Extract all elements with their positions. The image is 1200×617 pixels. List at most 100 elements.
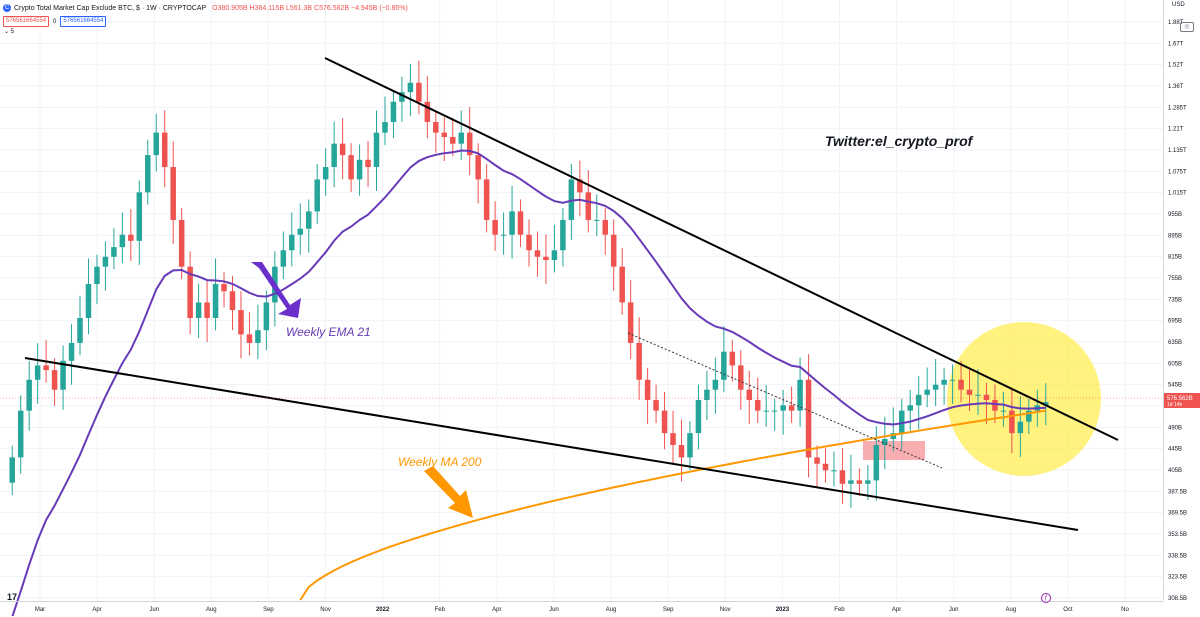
candle-body <box>746 389 753 400</box>
candle-body <box>517 211 524 235</box>
candle-body <box>492 219 498 235</box>
candle-body <box>687 433 693 458</box>
candle-body <box>805 379 812 458</box>
upper-trendline <box>324 57 1119 441</box>
price-tick-label: 635B <box>1168 340 1182 346</box>
price-axis[interactable] <box>1163 0 1200 601</box>
price-tick-label: 1.135T <box>1168 148 1187 154</box>
candle-body <box>331 143 337 168</box>
symbol-title[interactable]: Crypto Total Market Cap Exclude BTC, $ ·… <box>14 4 207 12</box>
price-tick-label: 445B <box>1168 447 1182 453</box>
candle-body <box>136 192 143 241</box>
candle-body <box>577 179 583 193</box>
candle-body <box>433 122 439 133</box>
lower-trendline <box>24 357 1079 531</box>
candle-body <box>780 405 786 411</box>
candle-body <box>975 394 981 396</box>
candle-body <box>229 291 236 311</box>
candle-body <box>839 470 846 484</box>
grid <box>0 0 1163 601</box>
price-tick-label: 405B <box>1168 468 1182 474</box>
candle-body <box>170 167 176 220</box>
candle-body <box>43 365 49 371</box>
time-tick-label: Apr <box>892 607 901 613</box>
candle-body <box>619 266 625 303</box>
indicator-icon[interactable]: ƒ <box>1041 593 1051 603</box>
ohlc-readout: O380.905B H384.115B L561.3B C576.562B −4… <box>212 4 408 12</box>
time-tick-label: Aug <box>606 607 617 613</box>
candle-body <box>636 342 642 380</box>
candle-body <box>153 132 160 156</box>
candle-body <box>670 433 676 446</box>
candle-body <box>602 219 608 235</box>
price-tick-label: 1.015T <box>1168 191 1187 197</box>
price-tick-label: 1.21T <box>1168 127 1184 133</box>
last-price-countdown: 1d 14h <box>1167 402 1183 408</box>
candle-body <box>390 101 397 123</box>
candle-body <box>560 219 566 251</box>
candle-body <box>322 167 329 180</box>
highlight-circle <box>947 322 1101 476</box>
value-badge-2[interactable]: 576561664554 <box>60 16 107 27</box>
candle-body <box>280 250 287 267</box>
candle-body <box>339 143 346 156</box>
candle-body <box>77 317 83 343</box>
camera-icon[interactable]: ◎ <box>1180 22 1194 32</box>
price-tick-label: 1.36T <box>1168 84 1184 90</box>
candle-body <box>585 192 592 220</box>
candle-body <box>704 389 710 400</box>
candle-body <box>594 219 600 221</box>
candle-body <box>907 405 913 411</box>
time-tick-label: Sep <box>263 607 274 613</box>
price-tick-label: 735B <box>1168 297 1182 303</box>
ma-arrow <box>424 466 473 518</box>
ma-200-line <box>299 409 1046 601</box>
candle-body <box>458 132 464 144</box>
time-axis[interactable] <box>0 601 1163 617</box>
price-tick-label: 353.5B <box>1168 532 1187 538</box>
last-price-tag <box>1164 393 1200 408</box>
candle-body <box>966 389 973 395</box>
candle-body <box>610 234 617 267</box>
candle-body <box>119 234 126 248</box>
candle-body <box>145 155 151 193</box>
time-tick-label: Feb <box>834 607 845 613</box>
price-tick-label: 387.5B <box>1168 489 1187 495</box>
candle-body <box>407 82 414 93</box>
candle-body <box>915 394 922 406</box>
time-tick-label: Nov <box>720 607 731 613</box>
symbol-logo-icon: C <box>3 4 11 12</box>
value-badge-1[interactable]: 576561664554 <box>3 16 50 27</box>
price-tick-label: 369.5B <box>1168 511 1187 517</box>
candle-body <box>712 379 719 390</box>
candle-body <box>788 405 795 411</box>
candle-body <box>661 410 668 434</box>
time-tick-label: Apr <box>92 607 101 613</box>
price-tick-label: 1.88T <box>1168 20 1184 26</box>
candle-body <box>263 302 270 331</box>
candle-body <box>178 219 185 267</box>
candle-body <box>382 122 388 133</box>
time-tick-label: Apr <box>492 607 501 613</box>
candle-body <box>627 302 634 343</box>
time-tick-label: 2022 <box>376 607 390 613</box>
tradingview-logo-icon[interactable]: 17 <box>7 592 18 602</box>
candle-body <box>890 433 897 440</box>
price-tick-label: 545B <box>1168 383 1182 389</box>
currency-label[interactable]: USD <box>1172 2 1185 8</box>
candle-body <box>992 399 998 411</box>
candle-body <box>1026 410 1032 422</box>
price-tick-label: 1.67T <box>1168 41 1184 47</box>
price-tick-label: 895B <box>1168 233 1182 239</box>
price-tick-label: 338.5B <box>1168 553 1187 559</box>
time-tick-label: Jun <box>149 607 159 613</box>
price-tick-label: 308.5B <box>1168 596 1187 602</box>
price-tick-label: 1.285T <box>1168 105 1187 111</box>
time-tick-label: Jun <box>549 607 559 613</box>
collapse-indicators-toggle[interactable]: ⌄ 5 <box>4 29 15 35</box>
candle-body <box>924 389 930 395</box>
price-tick-label: 605B <box>1168 361 1182 367</box>
time-tick-label: Sep <box>663 607 674 613</box>
candle-body <box>898 410 905 434</box>
